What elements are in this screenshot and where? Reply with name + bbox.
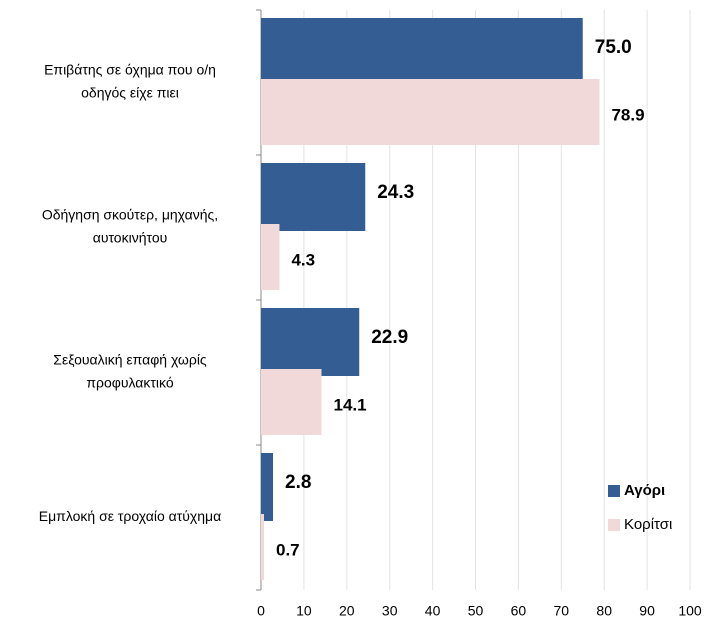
value-label: 4.3 <box>291 250 315 269</box>
x-tick-label: 20 <box>339 603 355 619</box>
category-label: Οδήγηση σκούτερ, μηχανής, <box>42 207 218 223</box>
bar <box>261 308 360 376</box>
category-label: Σεξουαλική επαφή χωρίς <box>53 352 207 368</box>
x-tick-label: 0 <box>257 603 265 619</box>
category-label: Επιβάτης σε όχημα που ο/η <box>44 62 216 78</box>
legend-swatch <box>608 519 620 531</box>
x-tick-label: 100 <box>678 603 702 619</box>
category-label: Εμπλοκή σε τροχαίο ατύχημα <box>39 508 221 524</box>
value-label: 22.9 <box>371 327 408 348</box>
x-tick-label: 90 <box>639 603 655 619</box>
value-label: 78.9 <box>611 105 644 124</box>
value-label: 2.8 <box>285 472 311 493</box>
x-tick-label: 50 <box>468 603 484 619</box>
bar <box>261 18 583 86</box>
x-tick-label: 10 <box>296 603 312 619</box>
legend-swatch <box>608 485 620 497</box>
category-label: προφυλακτικό <box>86 375 173 391</box>
x-tick-label: 70 <box>554 603 570 619</box>
legend-label: Κορίτσι <box>624 516 672 533</box>
category-label: αυτοκινήτου <box>93 230 168 246</box>
bar <box>261 163 366 231</box>
value-label: 24.3 <box>377 182 414 203</box>
x-tick-label: 30 <box>382 603 398 619</box>
value-label: 0.7 <box>276 540 300 559</box>
category-label: οδηγός είχε πιει <box>81 85 179 101</box>
legend-label: Αγόρι <box>624 482 665 499</box>
value-label: 14.1 <box>333 395 366 414</box>
bar <box>261 369 322 435</box>
bar <box>261 453 274 521</box>
x-tick-label: 60 <box>511 603 527 619</box>
value-label: 75.0 <box>595 37 632 58</box>
x-tick-label: 80 <box>596 603 612 619</box>
bar <box>261 514 265 580</box>
x-tick-label: 40 <box>425 603 441 619</box>
bar <box>261 224 280 290</box>
bar <box>261 79 600 145</box>
